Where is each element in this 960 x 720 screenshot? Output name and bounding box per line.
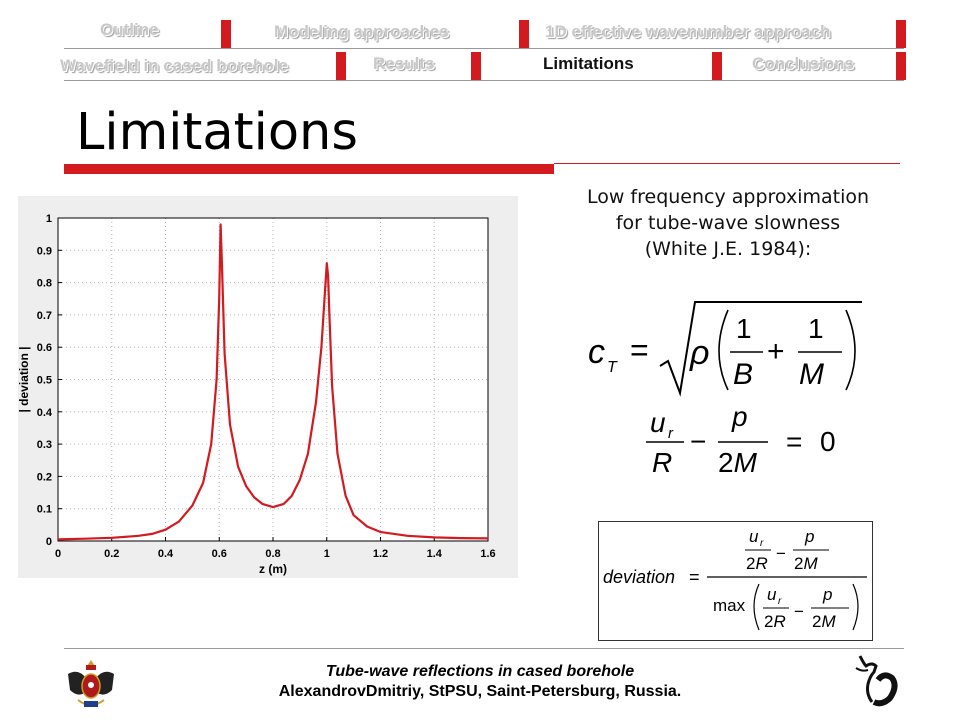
deviation-formula-box: deviation = u r 2R − p 2M max u r 2R − p…: [598, 521, 873, 641]
tube-wave-velocity-formula: c T = ρ 1 B + 1 M: [588, 301, 862, 397]
boundary-condition-formula: u r R − p 2M = 0: [646, 401, 836, 476]
svg-text:−: −: [794, 602, 804, 621]
svg-text:M: M: [799, 358, 824, 391]
svg-text:=: =: [786, 426, 802, 457]
svg-text:p: p: [731, 401, 748, 432]
svg-text:2M: 2M: [794, 554, 818, 573]
svg-text:deviation: deviation: [603, 567, 675, 587]
x-axis-label: z (m): [259, 562, 287, 576]
svg-text:2R: 2R: [764, 612, 786, 631]
university-crest-icon: [68, 660, 114, 707]
page-title: Limitations: [76, 103, 358, 162]
nav-divider: [64, 80, 904, 81]
caption-line: for tube-wave slowness: [615, 212, 841, 234]
nav-wavefield-cased-borehole[interactable]: Wavefield in cased borehole: [60, 56, 288, 75]
x-tick-label: 0.4: [158, 548, 174, 560]
svg-text:1: 1: [808, 313, 824, 344]
x-tick-label: 1.2: [373, 548, 388, 560]
title-underline: [64, 164, 554, 174]
svg-text:p: p: [822, 585, 832, 604]
x-tick-label: 1.6: [480, 548, 495, 560]
svg-text:R: R: [652, 447, 672, 476]
footer-talk-title: Tube-wave reflections in cased borehole: [325, 663, 635, 680]
svg-text:B: B: [733, 358, 753, 391]
x-tick-label: 0.2: [104, 548, 119, 560]
nav-separator: [896, 20, 906, 48]
x-tick-label: 0.6: [212, 548, 227, 560]
x-tick-label: 0: [55, 548, 61, 560]
svg-text:r: r: [778, 596, 782, 607]
svg-text:2M: 2M: [812, 612, 836, 631]
nav-separator: [221, 20, 231, 48]
svg-text:c: c: [588, 333, 605, 371]
svg-text:p: p: [804, 527, 814, 546]
nav-limitations[interactable]: Limitations: [543, 54, 634, 73]
y-tick-label: 0.8: [37, 278, 52, 290]
y-tick-label: 0.9: [37, 245, 52, 257]
svg-text:r: r: [668, 425, 674, 442]
svg-text:u: u: [767, 585, 777, 604]
deviation-chart: 0 0.2 0.4 0.6 0.8 1 1.2 1.4 1.6 0 0.1 0.2 0.3 0.4 0.5 0…: [18, 196, 518, 578]
nav-results[interactable]: Results: [373, 54, 435, 73]
y-tick-label: 0.5: [37, 375, 52, 387]
series-line: [57, 223, 489, 541]
svg-text:ρ: ρ: [689, 334, 709, 372]
x-tick-label: 1: [324, 548, 330, 560]
svg-text:max: max: [713, 596, 746, 615]
nav-conclusions[interactable]: Conclusions: [752, 54, 855, 73]
svg-text:=: =: [630, 332, 649, 368]
nav-separator: [896, 52, 906, 80]
svg-text:1: 1: [736, 313, 752, 344]
x-tick-label: 1.4: [427, 548, 443, 560]
nav-separator: [336, 52, 346, 80]
y-axis-label: | deviation |: [18, 346, 31, 412]
y-tick-label: 0: [46, 536, 52, 548]
x-tick-label: 0.8: [265, 548, 280, 560]
nav-separator: [519, 20, 529, 48]
title-rule: [554, 163, 900, 164]
svg-text:+: +: [767, 335, 785, 368]
y-tick-label: 0.7: [37, 310, 52, 322]
footer-divider: [64, 648, 904, 649]
y-tick-label: 0.4: [37, 407, 53, 419]
svg-text:u: u: [749, 527, 759, 546]
caption: Low frequency approximation for tube-wav…: [548, 184, 908, 262]
caption-line: (White J.E. 1984):: [644, 238, 812, 260]
svg-text:T: T: [607, 359, 618, 376]
svg-text:2R: 2R: [746, 554, 768, 573]
svg-text:−: −: [690, 426, 706, 457]
svg-text:u: u: [650, 407, 666, 438]
caption-line: Low frequency approximation: [586, 186, 870, 208]
plot-area: [58, 218, 488, 541]
nav-separator: [712, 52, 722, 80]
y-tick-label: 1: [46, 213, 52, 225]
svg-text:2M: 2M: [718, 447, 758, 476]
footer-author: AlexandrovDmitriy, StPSU, Saint-Petersbu…: [278, 683, 682, 700]
svg-text:=: =: [689, 567, 700, 587]
nav-separator: [471, 52, 481, 80]
y-tick-label: 0.2: [37, 471, 52, 483]
deviation-formula: deviation = u r 2R − p 2M max u r 2R − p…: [603, 527, 867, 631]
nav-modeling-approaches[interactable]: Modeling approaches: [274, 22, 449, 41]
nav-outline[interactable]: Outline: [100, 20, 159, 39]
y-tick-label: 0.6: [37, 342, 52, 354]
y-tick-label: 0.1: [37, 504, 52, 516]
y-tick-label: 0.3: [37, 439, 52, 451]
svg-text:r: r: [760, 538, 764, 549]
svg-text:0: 0: [820, 426, 836, 457]
nav-1d-effective-wavenumber[interactable]: 1D effective wavenumber approach: [545, 22, 831, 41]
cat-logo-icon: [855, 655, 898, 707]
nav-divider: [64, 48, 904, 49]
svg-text:−: −: [776, 544, 786, 563]
